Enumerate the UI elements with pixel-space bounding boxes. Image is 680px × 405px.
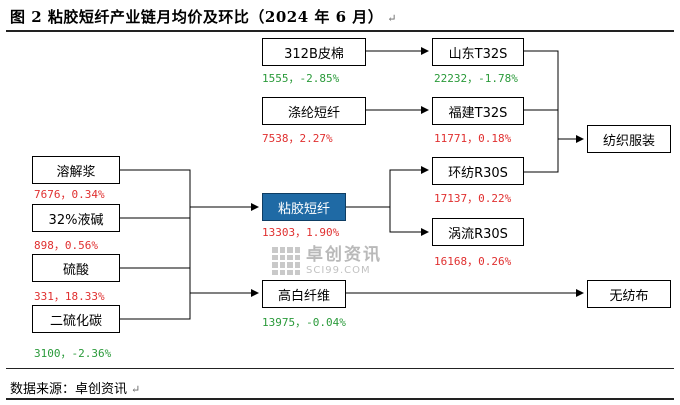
value-high-white-fiber: 13975，-0.04% [262,316,346,329]
node-textile-apparel: 纺织服装 [587,125,671,153]
value-vortex-r30s: 16168，0.26% [434,255,512,268]
node-shandong-t32s: 山东T32S [432,38,524,66]
value-polyester-staple: 7538，2.27% [262,132,333,145]
figure-title: 图 2 粘胶短纤产业链月均价及环比（2024 年 6 月） ↵ [10,8,397,26]
value-carbon-disulfide: 3100，-2.36% [34,347,112,360]
value-fujian-t32s: 11771，0.18% [434,132,512,145]
node-high-white-fiber: 高白纤维 [262,280,346,308]
top-rule [6,30,674,32]
node-fujian-t32s: 福建T32S [432,97,524,125]
value-dissolving-pulp: 7676，0.34% [34,188,105,201]
node-nonwoven: 无纺布 [587,280,671,308]
value-ring-spun-r30s: 17137，0.22% [434,192,512,205]
node-sulfuric-acid: 硫酸 [32,254,120,282]
value-viscose-staple: 13303，1.90% [262,226,340,239]
footer-rule [6,398,674,400]
node-vortex-r30s: 涡流R30S [432,218,524,246]
data-source: 数据来源：卓创资讯 ↵ [10,382,141,397]
sci99-logo-icon [272,247,300,275]
node-caustic-soda: 32%液碱 [32,204,120,232]
node-carbon-disulfide: 二硫化碳 [32,305,120,333]
node-polyester-staple: 涤纶短纤 [262,97,366,125]
value-caustic-soda: 898，0.56% [34,239,98,252]
node-viscose-staple: 粘胶短纤 [262,193,346,221]
value-shandong-t32s: 22232，-1.78% [434,72,518,85]
value-312b-cotton: 1555，-2.85% [262,72,340,85]
node-ring-spun-r30s: 环纺R30S [432,157,524,185]
bottom-rule [6,368,674,369]
value-sulfuric-acid: 331，18.33% [34,290,105,303]
node-312b-cotton: 312B皮棉 [262,38,366,66]
sci99-watermark: 卓创资讯 SCI99.COM [272,244,414,278]
node-dissolving-pulp: 溶解浆 [32,156,120,184]
